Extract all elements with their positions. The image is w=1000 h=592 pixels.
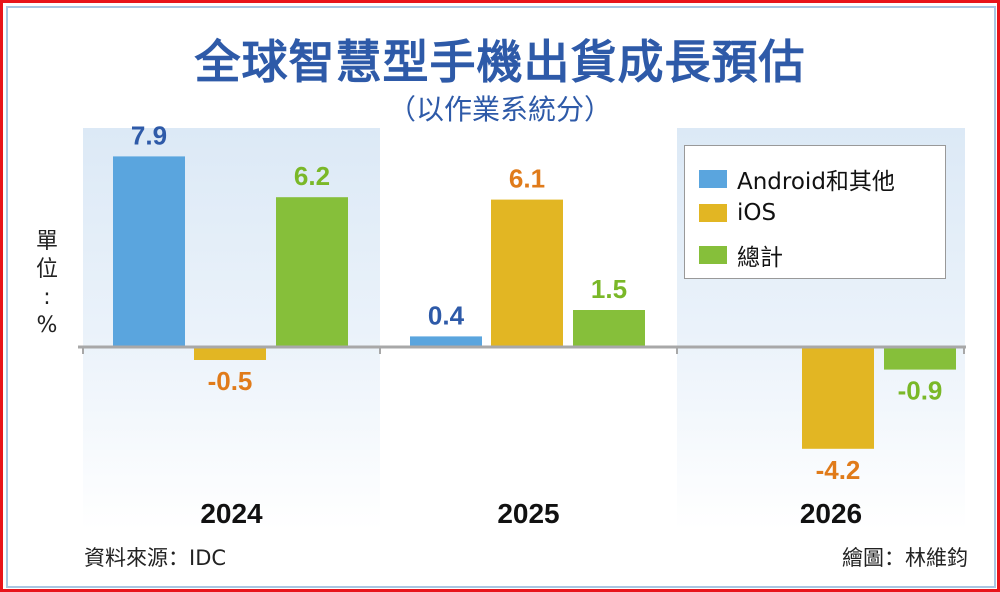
bar-2024-1 — [194, 348, 266, 360]
data-label: -4.2 — [816, 455, 861, 485]
bar-2026-2 — [884, 348, 956, 370]
x-tick-label: 2024 — [200, 498, 263, 529]
bar-2024-2 — [276, 197, 348, 346]
bar-2025-1 — [491, 199, 563, 346]
legend-item-android: Android和其他 — [699, 162, 895, 196]
bar-2024-0 — [113, 156, 185, 346]
chart-subtitle: （以作業系統分） — [387, 93, 612, 126]
data-label: 6.1 — [509, 164, 545, 194]
inner-frame — [6, 6, 996, 588]
legend-swatch-android — [699, 170, 727, 188]
legend-label-ios: iOS — [737, 200, 777, 226]
data-label: 1.5 — [591, 274, 627, 304]
data-label: -0.9 — [898, 376, 943, 406]
bar-2025-0 — [410, 336, 482, 346]
x-tick-label: 2025 — [497, 498, 559, 529]
y-axis-label: 單位:% — [30, 228, 64, 340]
bar-2026-1 — [802, 348, 874, 449]
legend-item-total: 總計 — [699, 238, 783, 272]
data-label: 6.2 — [294, 161, 330, 191]
y-axis-label-text: 單位:% — [35, 229, 58, 338]
legend-label-android: Android和其他 — [737, 169, 895, 195]
data-label: 7.9 — [131, 120, 167, 150]
legend: Android和其他 iOS 總計 — [684, 145, 946, 279]
legend-swatch-ios — [699, 204, 727, 222]
credit-note: 繪圖：林維鈞 — [842, 546, 968, 570]
legend-swatch-total — [699, 246, 727, 264]
legend-label-total: 總計 — [737, 245, 783, 271]
legend-item-ios: iOS — [699, 200, 776, 226]
bar-2025-2 — [573, 310, 645, 346]
x-tick-label: 2026 — [800, 498, 862, 529]
data-label: 0.4 — [428, 300, 465, 330]
data-label: -0.5 — [208, 366, 253, 396]
chart-title: 全球智慧型手機出貨成長預估 — [194, 35, 806, 89]
source-note: 資料來源：IDC — [84, 546, 227, 570]
